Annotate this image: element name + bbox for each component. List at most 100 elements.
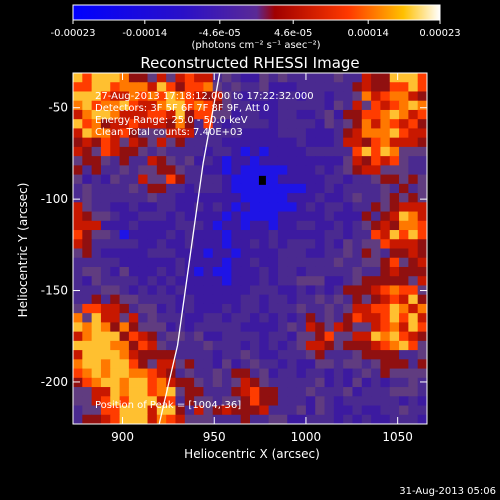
heatmap-cell — [361, 414, 372, 424]
heatmap-cell — [194, 248, 204, 259]
heatmap-cell — [250, 73, 260, 83]
heatmap-cell — [324, 165, 335, 176]
heatmap-cell — [296, 396, 307, 406]
heatmap-cell — [399, 294, 409, 305]
heatmap-cell — [166, 109, 176, 120]
heatmap-cell — [380, 294, 391, 305]
heatmap-cell — [138, 313, 148, 323]
heatmap-cell — [408, 257, 419, 268]
heatmap-cell — [389, 285, 400, 296]
heatmap-cell — [399, 211, 409, 222]
heatmap-cell — [380, 211, 391, 222]
heatmap-cell — [119, 183, 130, 194]
heatmap-cell — [380, 239, 391, 249]
heatmap-cell — [389, 230, 400, 240]
heatmap-cell — [315, 387, 325, 397]
heatmap-cell — [371, 220, 381, 231]
heatmap-cell — [305, 322, 316, 333]
heatmap-cell — [361, 211, 372, 222]
heatmap-cell — [380, 137, 391, 148]
heatmap-cell — [324, 183, 335, 194]
heatmap-cell — [371, 294, 381, 305]
heatmap-cell — [268, 340, 279, 351]
heatmap-cell — [82, 211, 93, 222]
heatmap-cell — [268, 128, 279, 139]
heatmap-cell — [138, 414, 148, 424]
heatmap-cell — [268, 414, 279, 424]
heatmap-cell — [315, 285, 325, 296]
heatmap-cell — [119, 340, 130, 351]
heatmap-cell — [361, 276, 372, 286]
heatmap-cell — [82, 377, 93, 388]
heatmap-cell — [156, 313, 167, 323]
heatmap-cell — [343, 146, 353, 157]
heatmap-cell — [417, 183, 427, 194]
heatmap-cell — [268, 156, 279, 166]
heatmap-cell — [305, 414, 316, 424]
heatmap-cell — [305, 73, 316, 83]
heatmap-cell — [212, 377, 223, 388]
heatmap-cell — [333, 248, 344, 259]
heatmap-cell — [119, 100, 130, 111]
heatmap-cell — [73, 174, 83, 185]
heatmap-cell — [268, 183, 279, 194]
heatmap-cell — [250, 285, 260, 296]
heatmap-cell — [110, 331, 120, 342]
heatmap-cell — [166, 322, 176, 333]
heatmap-cell — [156, 137, 167, 148]
heatmap-cell — [82, 220, 93, 231]
heatmap-cell — [389, 294, 400, 305]
heatmap-cell — [184, 405, 195, 416]
heatmap-cell — [222, 156, 232, 166]
heatmap-cell — [259, 146, 270, 157]
heatmap-cell — [399, 303, 409, 314]
heatmap-cell — [194, 239, 204, 249]
heatmap-cell — [119, 165, 130, 176]
heatmap-cell — [119, 322, 130, 333]
heatmap-cell — [380, 248, 391, 259]
heatmap-cell — [333, 220, 344, 231]
heatmap-cell — [73, 156, 83, 166]
heatmap-cell — [296, 303, 307, 314]
heatmap-cell — [138, 322, 148, 333]
heatmap-cell — [315, 109, 325, 120]
heatmap-cell — [240, 91, 251, 102]
heatmap-cell — [417, 248, 427, 259]
heatmap-cell — [73, 119, 83, 129]
heatmap-cell — [352, 377, 363, 388]
heatmap-cell — [305, 350, 316, 360]
heatmap-cell — [156, 331, 167, 342]
heatmap-cell — [138, 350, 148, 360]
heatmap-cell — [128, 239, 139, 249]
heatmap-cell — [222, 137, 232, 148]
heatmap-cell — [240, 276, 251, 286]
heatmap-cell — [73, 340, 83, 351]
heatmap-cell — [250, 266, 260, 277]
heatmap-cell — [343, 211, 353, 222]
heatmap-cell — [184, 303, 195, 314]
heatmap-cell — [147, 294, 158, 305]
x-tick-label: 1000 — [291, 430, 322, 444]
heatmap-cell — [231, 100, 242, 111]
heatmap-cell — [380, 266, 391, 277]
heatmap-cell — [203, 100, 214, 111]
heatmap-cell — [408, 137, 419, 148]
heatmap-cell — [203, 257, 214, 268]
heatmap-cell — [73, 377, 83, 388]
heatmap-cell — [268, 322, 279, 333]
heatmap-cell — [100, 377, 111, 388]
heatmap-cell — [352, 303, 363, 314]
heatmap-cell — [352, 368, 363, 379]
heatmap-cell — [212, 137, 223, 148]
heatmap-cell — [175, 313, 186, 323]
x-tick-label: 900 — [111, 430, 134, 444]
heatmap-cell — [250, 377, 260, 388]
heatmap-cell — [91, 248, 102, 259]
heatmap-cell — [389, 91, 400, 102]
heatmap-cell — [194, 220, 204, 231]
heatmap-cell — [352, 174, 363, 185]
heatmap-cell — [315, 82, 325, 92]
heatmap-cell — [128, 257, 139, 268]
heatmap-cell — [175, 414, 186, 424]
heatmap-cell — [100, 396, 111, 406]
